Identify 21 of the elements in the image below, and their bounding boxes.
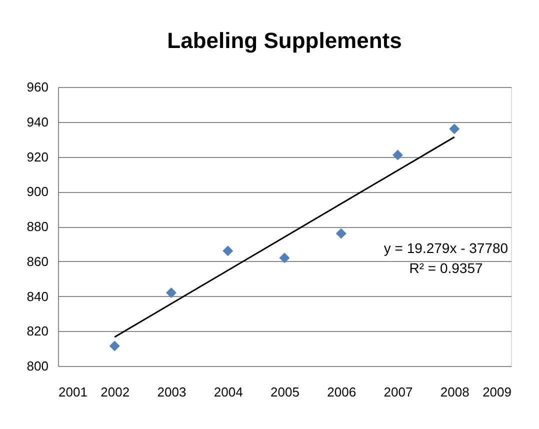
y-tick-label: 920 — [26, 149, 48, 164]
y-tick-label: 880 — [26, 219, 48, 234]
y-tick-label: 820 — [26, 324, 48, 339]
x-tick-label: 2005 — [270, 384, 300, 400]
y-tick-label: 900 — [26, 184, 48, 200]
x-tick-label: 2008 — [440, 384, 470, 400]
x-tick-label: 2002 — [100, 384, 130, 400]
x-tick-label: 2004 — [214, 384, 243, 400]
y-tick-label: 940 — [26, 114, 48, 130]
x-tick-label: 2003 — [157, 384, 186, 400]
y-tick-label: 960 — [26, 80, 48, 94]
annotation: y = 19.279x - 37780 — [384, 240, 508, 256]
chart-title: Labeling Supplements — [167, 28, 402, 53]
x-tick-label: 2006 — [327, 384, 356, 400]
x-tick-label: 2007 — [384, 384, 413, 400]
annotation: R² = 0.9357 — [409, 260, 483, 276]
x-tick-label: 2001 — [58, 384, 88, 400]
x-tick-label: 2009 — [482, 384, 512, 400]
y-tick-label: 840 — [26, 288, 48, 304]
y-tick-label: 800 — [26, 358, 48, 374]
y-tick-label: 860 — [26, 254, 48, 269]
